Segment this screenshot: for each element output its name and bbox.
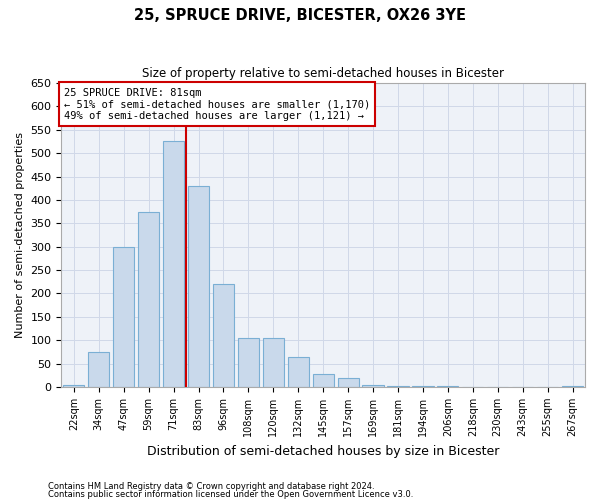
Bar	[263, 338, 284, 387]
Bar	[362, 384, 383, 387]
Text: 25 SPRUCE DRIVE: 81sqm
← 51% of semi-detached houses are smaller (1,170)
49% of : 25 SPRUCE DRIVE: 81sqm ← 51% of semi-det…	[64, 88, 370, 121]
Bar	[188, 186, 209, 387]
Bar	[63, 384, 85, 387]
Text: Contains HM Land Registry data © Crown copyright and database right 2024.: Contains HM Land Registry data © Crown c…	[48, 482, 374, 491]
Bar	[238, 338, 259, 387]
Bar	[388, 386, 409, 387]
Bar	[213, 284, 234, 387]
Bar	[338, 378, 359, 387]
X-axis label: Distribution of semi-detached houses by size in Bicester: Distribution of semi-detached houses by …	[147, 444, 499, 458]
Bar	[88, 352, 109, 387]
Title: Size of property relative to semi-detached houses in Bicester: Size of property relative to semi-detach…	[142, 68, 504, 80]
Bar	[287, 356, 309, 387]
Y-axis label: Number of semi-detached properties: Number of semi-detached properties	[15, 132, 25, 338]
Bar	[412, 386, 434, 387]
Bar	[562, 386, 583, 387]
Text: 25, SPRUCE DRIVE, BICESTER, OX26 3YE: 25, SPRUCE DRIVE, BICESTER, OX26 3YE	[134, 8, 466, 22]
Bar	[163, 142, 184, 387]
Bar	[313, 374, 334, 387]
Bar	[138, 212, 159, 387]
Text: Contains public sector information licensed under the Open Government Licence v3: Contains public sector information licen…	[48, 490, 413, 499]
Bar	[113, 246, 134, 387]
